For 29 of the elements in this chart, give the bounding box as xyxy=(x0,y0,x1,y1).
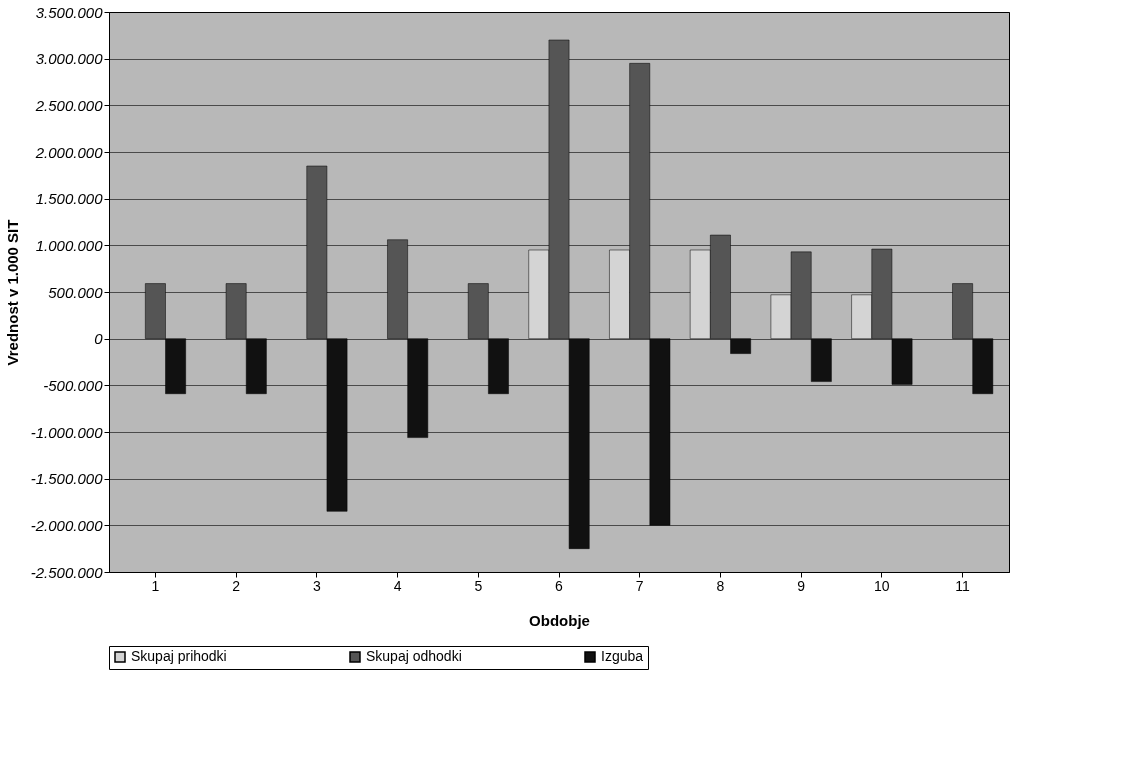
x-tick-label: 7 xyxy=(635,577,644,594)
y-tick-label: 2.500.000 xyxy=(34,96,104,114)
y-tick-label: 1.500.000 xyxy=(35,190,104,208)
y-axis-title: Vrednost v 1.000 SIT xyxy=(3,219,21,366)
y-tick-label: 1.000.000 xyxy=(35,236,104,254)
x-tick-label: 8 xyxy=(716,577,725,594)
y-tick-label: 3.000.000 xyxy=(35,50,104,68)
x-tick-label: 4 xyxy=(393,577,402,594)
x-tick-label: 3 xyxy=(312,577,321,594)
y-tick-label: 0 xyxy=(94,330,104,348)
x-tick-label: 10 xyxy=(874,577,890,594)
legend-label: Izguba xyxy=(601,648,644,664)
x-axis-title: Obdobje xyxy=(529,611,590,629)
legend-label: Skupaj odhodki xyxy=(366,648,462,664)
y-tick-label: -1.500.000 xyxy=(30,470,104,488)
x-tick-label: 6 xyxy=(555,577,564,594)
y-tick-label: -500.000 xyxy=(43,376,104,394)
x-tick-label: 1 xyxy=(151,577,160,594)
y-tick-label: 500.000 xyxy=(48,283,104,301)
y-tick-label: -2.000.000 xyxy=(30,516,104,534)
y-tick-label: 3.500.000 xyxy=(35,3,104,21)
legend-label: Skupaj prihodki xyxy=(131,648,227,664)
x-tick-label: 2 xyxy=(232,577,241,594)
y-tick-label: 2.000.000 xyxy=(34,143,104,161)
x-tick-label: 5 xyxy=(474,577,483,594)
y-tick-label: -1.000.000 xyxy=(30,423,104,441)
y-tick-label: -2.500.000 xyxy=(30,563,104,581)
x-tick-label: 9 xyxy=(797,577,806,594)
x-tick-label: 11 xyxy=(955,577,971,594)
